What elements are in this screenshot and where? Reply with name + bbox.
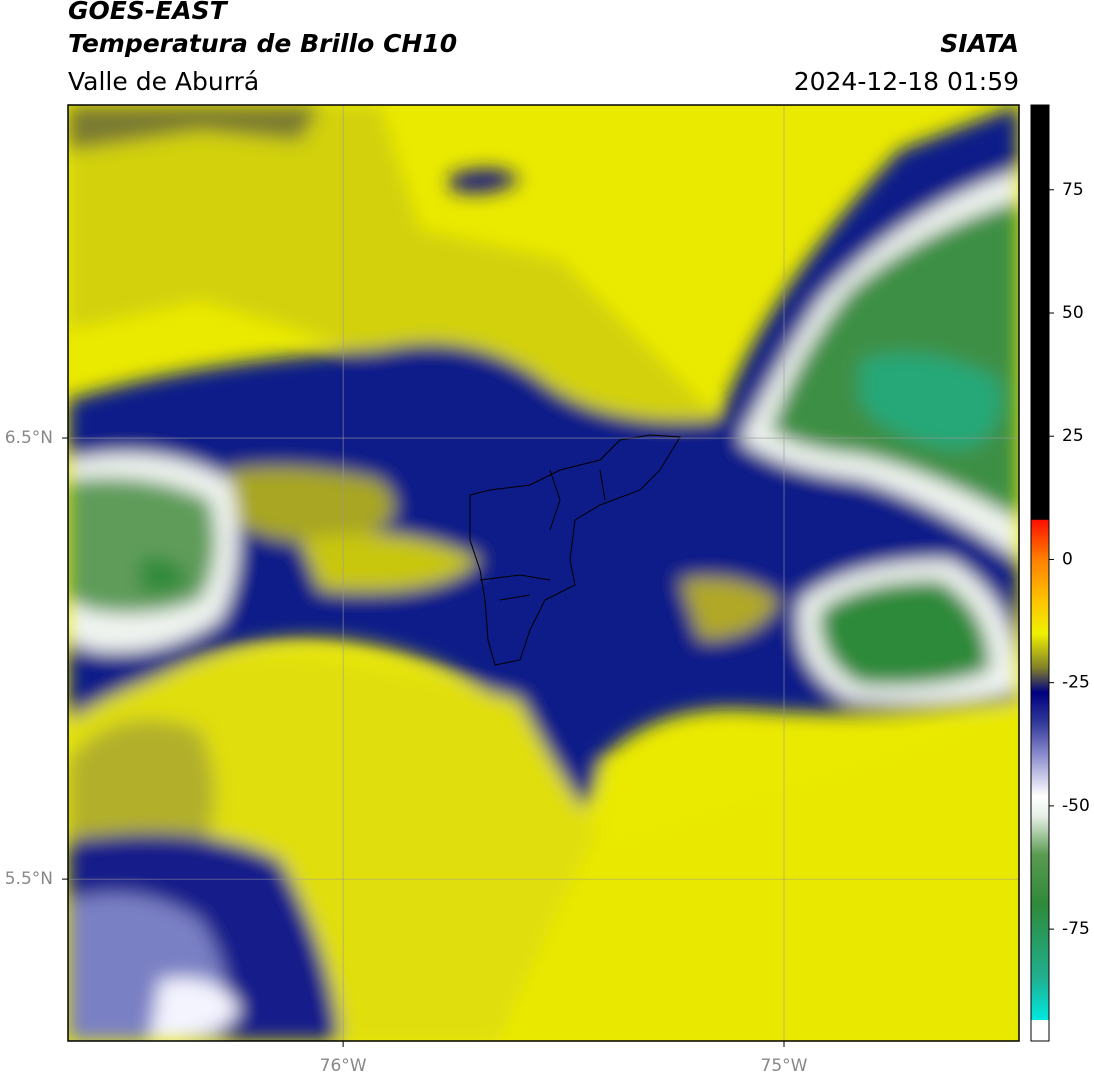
colorbar-tick-label: 75 [1062,180,1084,200]
colorbar [1030,104,1050,1042]
plot-frame [67,104,1020,1042]
colorbar-tick-label: -50 [1062,796,1090,816]
colorbar-tick-label: 0 [1062,549,1073,569]
colorbar-tick-label: 25 [1062,426,1084,446]
municipal-boundaries [469,434,681,666]
title: GOES-EAST [68,0,229,25]
colorbar-tick-label: -25 [1062,673,1090,693]
colorbar-tick-label: -75 [1062,919,1090,939]
x-tick-label: 75°W [761,1056,808,1076]
y-tick-label: 6.5°N [5,428,53,448]
grid [68,105,1019,1041]
source: SIATA [940,29,1019,58]
satellite-image [68,105,1019,1041]
datetime: 2024-12-18 01:59 [794,67,1019,96]
region: Valle de Aburrá [68,67,259,96]
x-tick-label: 76°W [320,1056,367,1076]
colorbar-tick-label: 50 [1062,303,1084,323]
subtitle: Temperatura de Brillo CH10 [68,29,457,58]
y-tick-label: 5.5°N [5,869,53,889]
